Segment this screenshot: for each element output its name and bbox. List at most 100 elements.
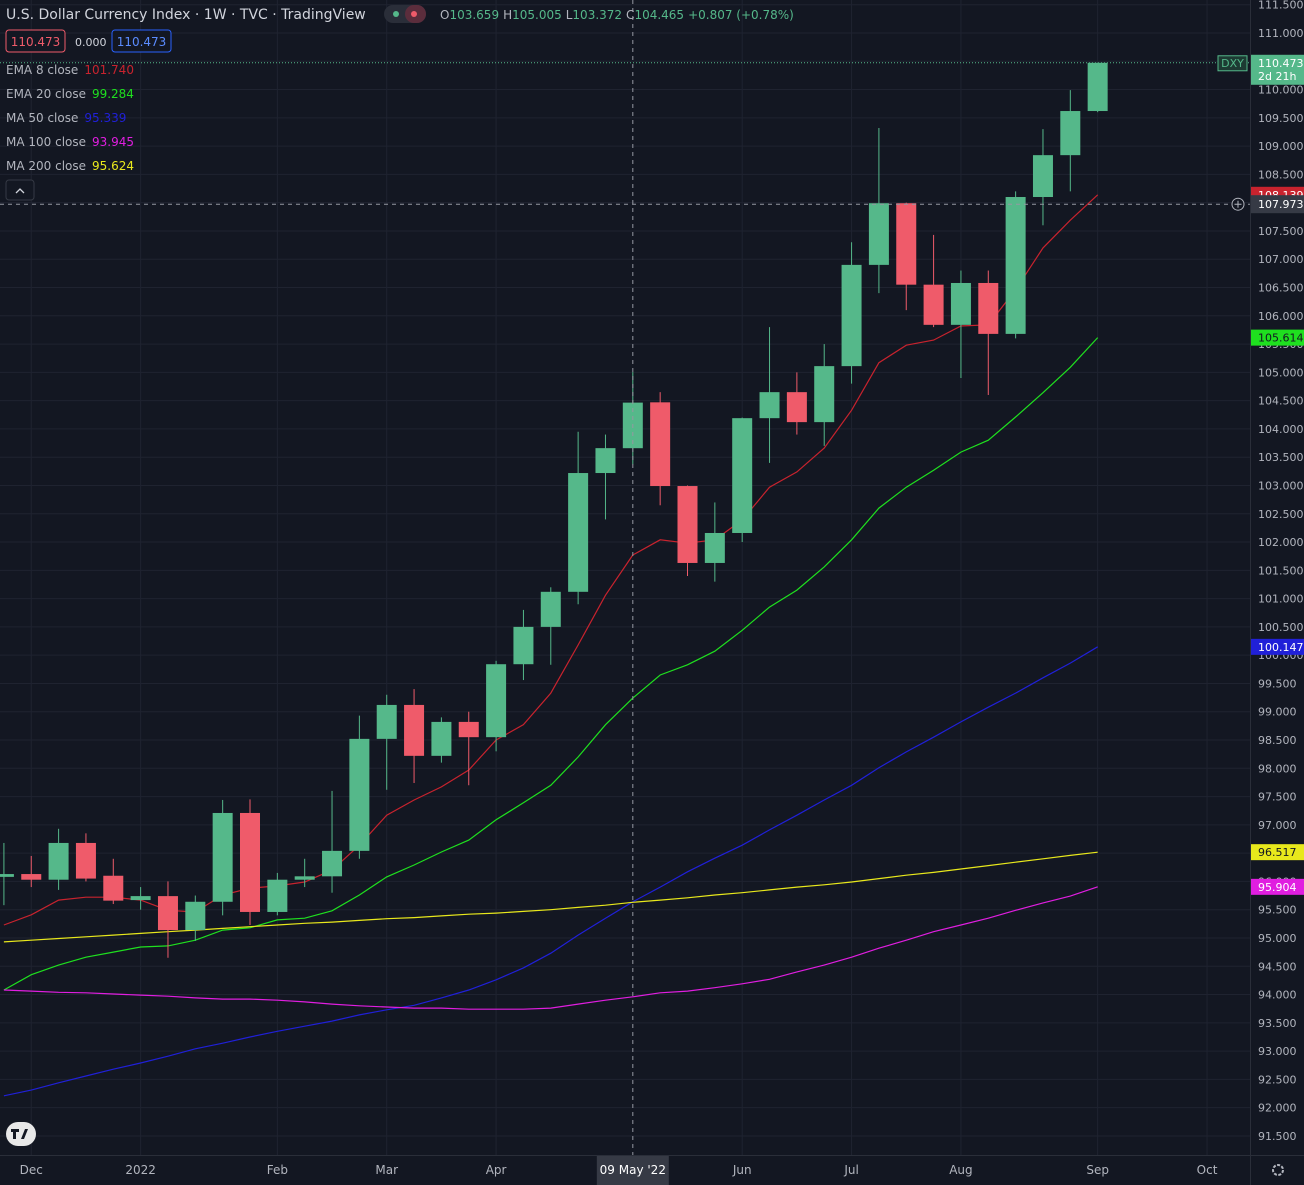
y-tick-label: 106.500	[1258, 282, 1304, 295]
crosshair-price-label: 107.973	[1258, 198, 1304, 211]
candle-body	[978, 282, 999, 334]
candle-body	[595, 448, 616, 474]
countdown-label: 2d 21h	[1258, 70, 1296, 83]
legend-value: 95.624	[92, 159, 134, 173]
y-tick-label: 98.500	[1258, 734, 1297, 747]
last-price-label: 110.473	[1258, 57, 1304, 70]
ma-line	[3, 851, 1098, 943]
legend-name: MA 100 close	[6, 135, 86, 149]
candle-body	[157, 896, 178, 931]
y-tick-label: 104.500	[1258, 395, 1304, 408]
y-tick-label: 109.000	[1258, 140, 1304, 153]
symbol-label: DXY	[1221, 57, 1244, 70]
collapse-legend-button[interactable]	[5, 179, 35, 201]
y-tick-label: 91.500	[1258, 1130, 1297, 1143]
candle-body	[0, 874, 14, 877]
candle-body	[376, 704, 397, 739]
legend-value: 99.284	[92, 87, 134, 101]
candle-body	[868, 203, 889, 265]
candle-body	[48, 842, 69, 880]
candle-body	[814, 366, 835, 423]
sell-price: 110.473	[11, 35, 61, 49]
price-label: 105.614	[1258, 332, 1304, 345]
candle-body	[486, 664, 507, 738]
x-tick-label: Apr	[486, 1163, 507, 1177]
x-tick-label: Dec	[20, 1163, 43, 1177]
legend-name: MA 200 close	[6, 159, 86, 173]
y-tick-label: 101.000	[1258, 593, 1304, 606]
ohlc-value: 104.465	[634, 8, 684, 22]
y-tick-label: 99.000	[1258, 706, 1297, 719]
price-label-box	[1251, 329, 1304, 346]
price-label: 95.904	[1258, 881, 1297, 894]
y-tick-label: 93.000	[1258, 1045, 1297, 1058]
candle-body	[1087, 62, 1108, 112]
x-tick-label: 2022	[125, 1163, 156, 1177]
candle-body	[759, 392, 780, 419]
y-tick-label: 98.000	[1258, 762, 1297, 775]
y-tick-label: 105.000	[1258, 366, 1304, 379]
y-tick-label: 94.000	[1258, 989, 1297, 1002]
y-tick-label: 104.000	[1258, 423, 1304, 436]
candle-body	[841, 264, 862, 367]
legend-name: EMA 8 close	[6, 63, 78, 77]
y-tick-label: 110.000	[1258, 84, 1304, 97]
candle-body	[349, 738, 370, 851]
candle-body	[950, 282, 971, 325]
ma-line	[3, 646, 1099, 1097]
y-tick-label: 102.500	[1258, 508, 1304, 521]
crosshair-date-box	[596, 1156, 669, 1185]
candle-body	[322, 850, 343, 877]
settings-button[interactable]	[1272, 1164, 1284, 1176]
y-tick-label: 103.000	[1258, 479, 1304, 492]
y-tick-label: 95.500	[1258, 904, 1297, 917]
y-tick-label: 108.500	[1258, 168, 1304, 181]
y-tick-label: 103.500	[1258, 451, 1304, 464]
ohlc-value: 103.659	[449, 8, 499, 22]
candle-body	[240, 812, 260, 912]
logo-badge	[6, 1122, 36, 1146]
candle-body	[404, 704, 425, 756]
y-tick-label: 94.500	[1258, 960, 1297, 973]
chart-title: U.S. Dollar Currency Index · 1W · TVC · …	[6, 7, 366, 23]
legend-value: 101.740	[84, 63, 134, 77]
y-tick-label: 102.000	[1258, 536, 1304, 549]
candle-body	[212, 812, 233, 902]
x-tick-label: Feb	[267, 1163, 288, 1177]
ohlc-values: O103.659 H105.005 L103.372 C104.465 +0.807 (…	[440, 8, 794, 22]
y-tick-label: 97.000	[1258, 819, 1297, 832]
y-tick-label: 92.500	[1258, 1073, 1297, 1086]
add-alert-icon	[1234, 200, 1242, 208]
candle-body	[677, 486, 698, 563]
y-tick-label: 97.500	[1258, 791, 1297, 804]
candle-body	[568, 473, 589, 592]
ohlc-value: 103.372	[572, 8, 622, 22]
sell-button[interactable]	[5, 29, 66, 53]
candle-body	[704, 532, 725, 563]
plot	[0, 62, 1108, 1097]
y-tick-label: 100.500	[1258, 621, 1304, 634]
crosshair-price-box	[1251, 195, 1304, 214]
legend-name: MA 50 close	[6, 111, 78, 125]
status-dot	[393, 11, 399, 17]
y-tick-label: 106.000	[1258, 310, 1304, 323]
legend-name: EMA 20 close	[6, 87, 86, 101]
buy-button[interactable]	[111, 29, 172, 53]
y-tick-label: 99.500	[1258, 677, 1297, 690]
x-tick-label: Jun	[732, 1163, 752, 1177]
candle-body	[513, 626, 534, 665]
candle-body	[103, 875, 124, 901]
y-tick-label: 92.000	[1258, 1102, 1297, 1115]
logo-mark	[11, 1129, 28, 1139]
y-tick-label: 107.000	[1258, 253, 1304, 266]
legend-value: 93.945	[92, 135, 134, 149]
buy-price: 110.473	[117, 35, 167, 49]
candle-body	[540, 591, 561, 627]
candle-body	[786, 392, 807, 423]
candle-body	[732, 418, 753, 533]
x-tick-label: Aug	[949, 1163, 972, 1177]
